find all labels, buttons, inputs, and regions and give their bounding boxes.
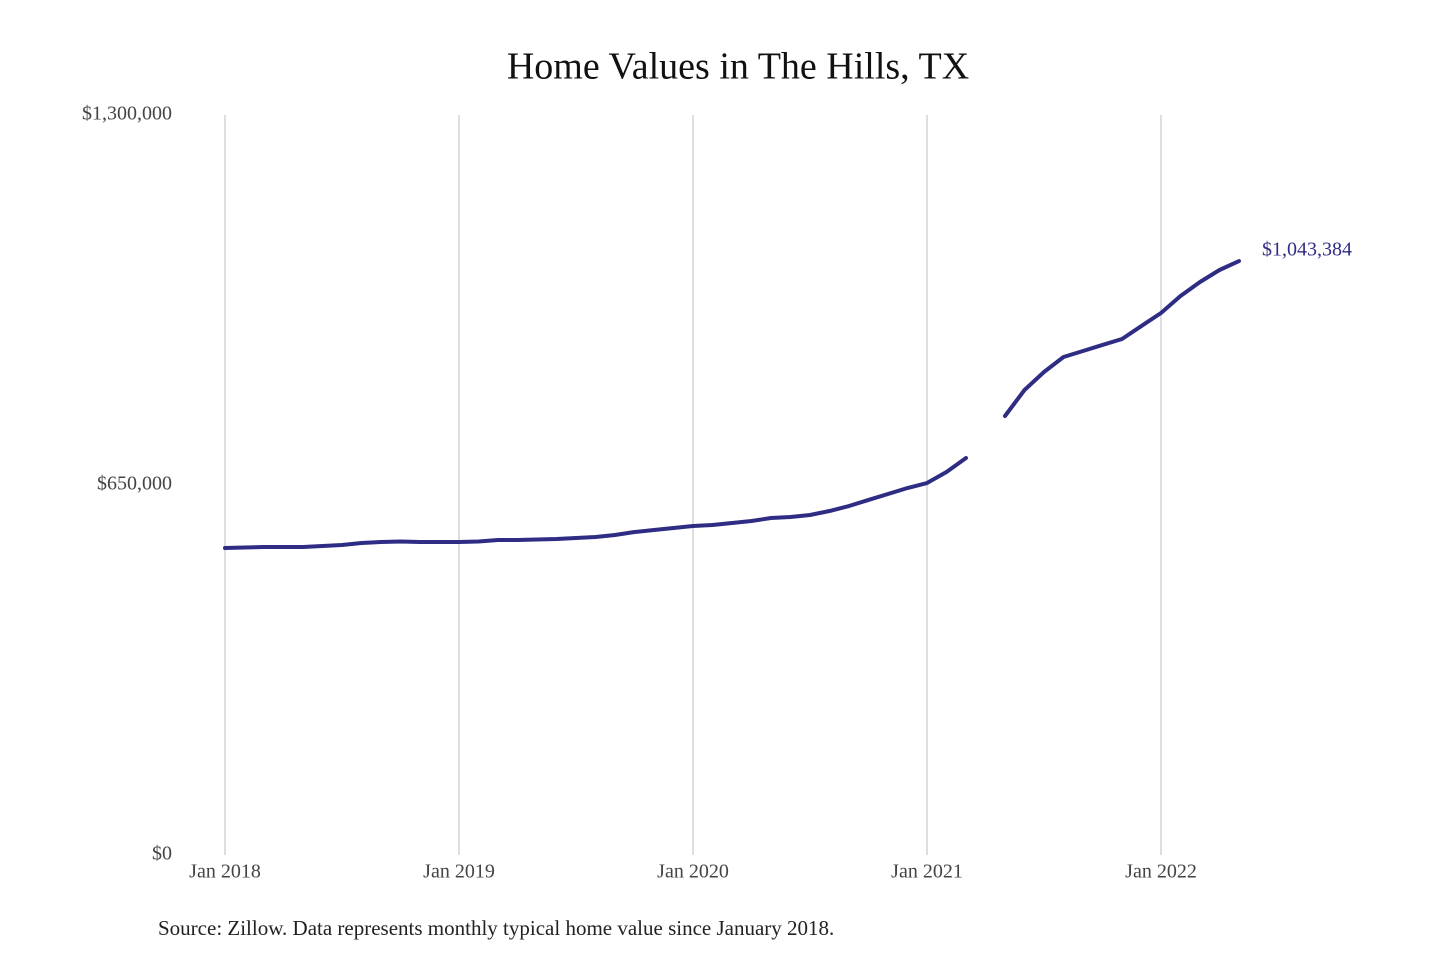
- y-tick-label: $0: [152, 843, 172, 865]
- x-tick-label: Jan 2019: [423, 861, 495, 883]
- y-tick-label: $1,300,000: [82, 103, 172, 125]
- x-tick-label: Jan 2022: [1125, 861, 1197, 883]
- value-label: $1,043,384: [1262, 239, 1352, 261]
- chart-title: Home Values in The Hills, TX: [507, 46, 969, 88]
- line: [223, 259, 1241, 551]
- source-note: Source: Zillow. Data represents monthly …: [158, 916, 834, 940]
- x-tick-label: Jan 2021: [891, 861, 963, 883]
- y-tick-label: $650,000: [97, 473, 172, 495]
- x-tick-label: Jan 2018: [189, 861, 261, 883]
- x-tick-label: Jan 2020: [657, 861, 729, 883]
